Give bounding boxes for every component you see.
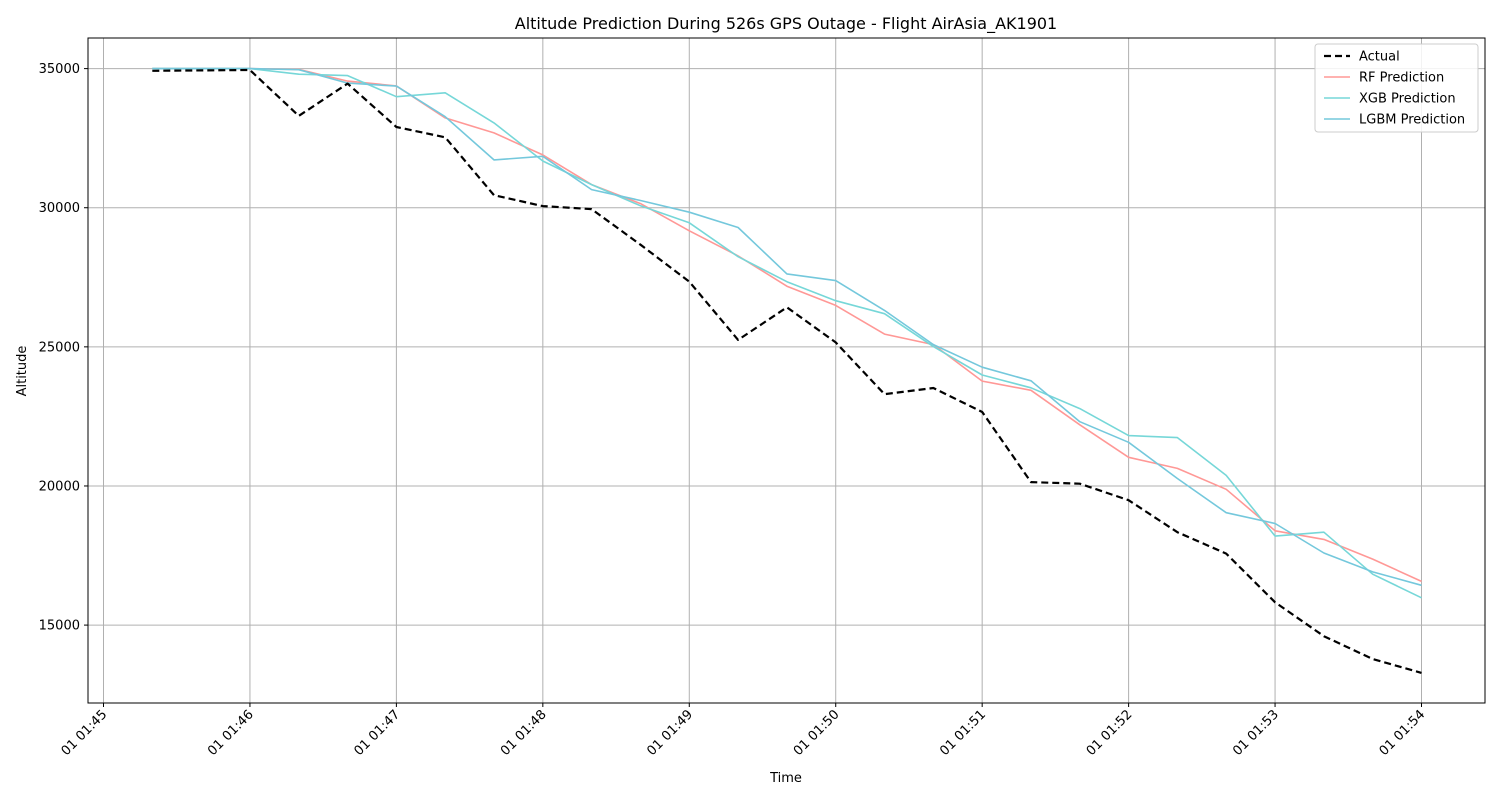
series-lines bbox=[152, 67, 1422, 674]
y-tick-label: 20000 bbox=[39, 479, 80, 494]
legend-box bbox=[1314, 43, 1479, 133]
y-axis-label: Altitude bbox=[15, 346, 30, 397]
x-axis-label: Time bbox=[769, 771, 802, 786]
plot-frame bbox=[87, 37, 1486, 704]
series-line-actual bbox=[152, 68, 1422, 674]
legend-label: LGBM Prediction bbox=[1359, 113, 1465, 128]
chart-title: Altitude Prediction During 526s GPS Outa… bbox=[515, 14, 1057, 34]
y-tick-label: 30000 bbox=[39, 201, 80, 216]
y-tick-label: 35000 bbox=[39, 62, 80, 77]
legend: Actual RF Prediction XGB Prediction LGBM Pr… bbox=[1314, 43, 1479, 133]
y-tick-label: 15000 bbox=[39, 619, 80, 634]
grid bbox=[88, 38, 1485, 703]
legend-label: XGB Prediction bbox=[1359, 92, 1456, 107]
series-line-lgbm-prediction bbox=[152, 67, 1422, 587]
y-tick-label: 25000 bbox=[39, 340, 80, 355]
legend-label: RF Prediction bbox=[1359, 71, 1444, 86]
legend-label: Actual bbox=[1359, 50, 1400, 65]
series-line-xgb-prediction bbox=[152, 67, 1422, 599]
